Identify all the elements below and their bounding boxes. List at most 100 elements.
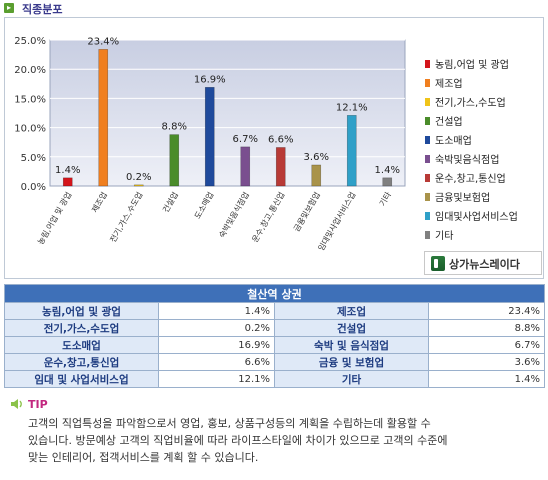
x-tick-label: 숙박및음식점업 (217, 190, 251, 240)
x-tick-label: 운수,창고,통신업 (250, 191, 286, 245)
tip-line: 있습니다. 방문예상 고객의 직업비율에 따라 라이프스타일에 차이가 있으므로… (28, 434, 448, 447)
tip-line: 맞는 인테리어, 접객서비스를 계획 할 수 있습니다. (28, 451, 259, 464)
table-value-cell: 12.1% (158, 370, 275, 388)
table-value-cell: 6.6% (158, 353, 275, 371)
bar-value-label: 0.2% (126, 172, 151, 183)
legend-label: 금융및보험업 (435, 191, 490, 204)
table-label-cell: 전기,가스,수도업 (4, 319, 159, 337)
tip-box: TIP 고객의 직업특성을 파악함으로서 영업, 홍보, 상품구성등의 계획을 … (4, 395, 544, 475)
section-title: 직종분포 (22, 3, 63, 16)
legend-label: 제조업 (435, 77, 463, 90)
legend-label: 건설업 (435, 115, 463, 128)
legend-label: 숙박및음식점업 (435, 153, 499, 166)
table-row: 운수,창고,통신업 6.6% 금융 및 보험업 3.6% (4, 353, 545, 371)
table-value-cell: 6.7% (428, 336, 545, 354)
legend-label: 임대및사업서비스업 (435, 210, 518, 223)
bar (240, 146, 251, 187)
x-tick-label: 건설업 (160, 190, 180, 214)
bar (382, 177, 393, 187)
bar-value-label: 1.4% (55, 165, 80, 176)
table-value-cell: 8.8% (428, 319, 545, 337)
y-tick-label: 20.0% (14, 65, 46, 76)
bar-chart: 0.0% 5.0% 10.0% 15.0% 20.0% 25.0% 1.4% 23.4% 0.… (14, 36, 518, 252)
grid-lines (50, 39, 405, 158)
table-row: 전기,가스,수도업 0.2% 건설업 8.8% (4, 319, 545, 337)
tip-title: TIP (28, 398, 48, 411)
table-value-cell: 23.4% (428, 302, 545, 320)
bar (169, 134, 180, 187)
table-label-cell: 건설업 (274, 319, 429, 337)
table-value-cell: 1.4% (428, 370, 545, 388)
legend: 농림,어업 및 광업제조업전기,가스,수도업건설업도소매업숙박및음식점업운수,창… (425, 58, 518, 242)
x-tick-label: 농림,어업 및 광업 (35, 190, 73, 246)
legend-swatch (425, 212, 430, 220)
table-label-cell: 숙박 및 음식점업 (274, 336, 429, 354)
x-axis-labels: 농림,어업 및 광업 제조업 전기,가스,수도업 건설업 도소매업 숙박및음식점업 운수,창… (35, 190, 393, 252)
bar (311, 164, 322, 187)
tip-text: 고객의 직업특성을 파악함으로서 영업, 홍보, 상품구성등의 계획을 수립하는… (28, 415, 528, 466)
legend-swatch (425, 174, 430, 182)
legend-label: 전기,가스,수도업 (435, 96, 506, 109)
legend-label: 기타 (435, 230, 453, 242)
legend-swatch (425, 79, 430, 87)
x-tick-label: 도소매업 (193, 191, 216, 221)
bar-value-label: 8.8% (162, 122, 187, 133)
bar-value-label: 16.9% (194, 74, 226, 85)
y-tick-label: 0.0% (21, 182, 46, 193)
legend-swatch (425, 117, 430, 125)
table-value-cell: 1.4% (158, 302, 275, 320)
section-header: ▸ 직종분포 (0, 0, 548, 16)
table-label-cell: 임대 및 사업서비스업 (4, 370, 159, 388)
legend-swatch (425, 98, 430, 106)
brand-logo-icon (431, 256, 445, 271)
legend-swatch (425, 60, 430, 68)
y-tick-label: 5.0% (21, 153, 46, 164)
bar-value-label: 23.4% (87, 36, 119, 47)
x-tick-label: 기타 (378, 190, 393, 208)
distribution-table: 철산역 상권 농림,어업 및 광업 1.4% 제조업 23.4% 전기,가스,수도업 0.… (4, 284, 545, 388)
tip-line: 고객의 직업특성을 파악함으로서 영업, 홍보, 상품구성등의 계획을 수립하는… (28, 417, 431, 430)
x-tick-label: 제조업 (90, 191, 109, 215)
table-title: 철산역 상권 (4, 284, 545, 303)
x-tick-label: 금융및보험업 (291, 190, 322, 233)
arrow-right-icon: ▸ (4, 3, 14, 13)
brand-name: 상가뉴스레이다 (449, 258, 520, 271)
table-label-cell: 도소매업 (4, 336, 159, 354)
y-tick-label: 10.0% (14, 124, 46, 135)
bar (98, 49, 109, 187)
table-row: 농림,어업 및 광업 1.4% 제조업 23.4% (4, 302, 545, 320)
legend-label: 농림,어업 및 광업 (435, 58, 509, 71)
table-label-cell: 제조업 (274, 302, 429, 320)
bar-value-label: 6.6% (268, 134, 293, 145)
x-tick-label: 전기,가스,수도업 (108, 190, 145, 244)
brand-logo: 상가뉴스레이다 (424, 251, 542, 275)
table-value-cell: 0.2% (158, 319, 275, 337)
legend-label: 운수,창고,통신업 (435, 172, 506, 185)
table-value-cell: 3.6% (428, 353, 545, 371)
table-row: 임대 및 사업서비스업 12.1% 기타 1.4% (4, 370, 545, 388)
table-label-cell: 기타 (274, 370, 429, 388)
table-row: 도소매업 16.9% 숙박 및 음식점업 6.7% (4, 336, 545, 354)
bar (62, 177, 73, 187)
y-tick-label: 25.0% (14, 36, 46, 47)
table-label-cell: 운수,창고,통신업 (4, 353, 159, 371)
legend-label: 도소매업 (435, 134, 472, 147)
bar-value-label: 12.1% (336, 102, 368, 113)
legend-swatch (425, 136, 430, 144)
plot-area (49, 39, 406, 187)
table-value-cell: 16.9% (158, 336, 275, 354)
speaker-icon (11, 399, 22, 409)
bar-value-label: 1.4% (375, 165, 400, 176)
bar (275, 147, 286, 187)
bar (204, 87, 215, 187)
chart-container: 0.0% 5.0% 10.0% 15.0% 20.0% 25.0% 1.4% 23.4% 0.… (4, 17, 544, 279)
x-tick-label: 임대및사업서비스업 (316, 190, 358, 252)
bar-value-label: 6.7% (233, 134, 258, 145)
value-labels: 1.4% 23.4% 0.2% 8.8% 16.9% 6.7% 6.6% 3.6% 12.1% 1… (55, 36, 400, 182)
bar (346, 115, 357, 187)
legend-swatch (425, 231, 430, 239)
legend-swatch (425, 155, 430, 163)
legend-swatch (425, 193, 430, 201)
table-label-cell: 농림,어업 및 광업 (4, 302, 159, 320)
bar-value-label: 3.6% (304, 152, 329, 163)
